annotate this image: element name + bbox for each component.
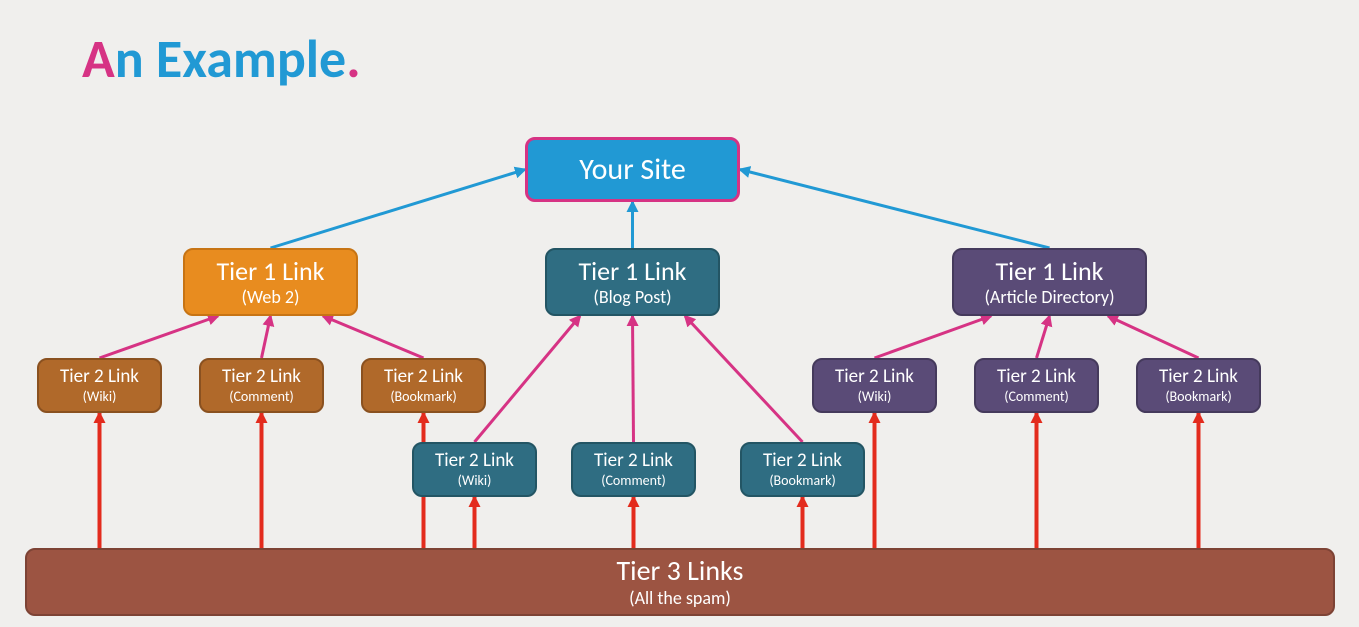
node-title: Tier 2 Link [835, 366, 914, 389]
node-t1a: Tier 1 Link(Web 2) [183, 248, 358, 316]
node-t2b3: Tier 2 Link(Bookmark) [740, 442, 865, 497]
node-title: Tier 1 Link [579, 256, 687, 287]
node-subtitle: (Bookmark) [1165, 389, 1231, 406]
node-title: Tier 2 Link [435, 450, 514, 473]
title-part: n Example [115, 26, 347, 92]
node-title: Tier 2 Link [763, 450, 842, 473]
node-t1c: Tier 1 Link(Article Directory) [952, 248, 1147, 316]
node-t1b: Tier 1 Link(Blog Post) [545, 248, 720, 316]
arrow [685, 316, 803, 442]
node-subtitle: (Bookmark) [769, 473, 835, 490]
title-part: A [82, 26, 115, 92]
node-title: Tier 2 Link [222, 366, 301, 389]
node-t2b1: Tier 2 Link(Wiki) [412, 442, 537, 497]
title-part: . [346, 26, 360, 92]
node-subtitle: (Web 2) [242, 287, 300, 309]
node-title: Tier 2 Link [384, 366, 463, 389]
node-t2a3: Tier 2 Link(Bookmark) [361, 358, 486, 413]
node-title: Tier 2 Link [60, 366, 139, 389]
node-subtitle: (Article Directory) [984, 287, 1114, 309]
node-subtitle: (Comment) [1004, 389, 1069, 406]
arrow [875, 316, 992, 358]
node-title: Tier 2 Link [1159, 366, 1238, 389]
arrow [323, 316, 424, 358]
node-title: Tier 2 Link [594, 450, 673, 473]
node-subtitle: (Comment) [601, 473, 666, 490]
node-t2a1: Tier 2 Link(Wiki) [37, 358, 162, 413]
arrow [1037, 316, 1050, 358]
arrow [475, 316, 581, 442]
node-subtitle: (Bookmark) [390, 389, 456, 406]
node-title: Tier 3 Links [617, 554, 744, 588]
node-t2c3: Tier 2 Link(Bookmark) [1136, 358, 1261, 413]
node-subtitle: (Wiki) [83, 389, 117, 406]
node-subtitle: (Wiki) [858, 389, 892, 406]
node-title: Your Site [579, 152, 686, 188]
node-subtitle: (Blog Post) [593, 287, 671, 309]
node-t2b2: Tier 2 Link(Comment) [571, 442, 696, 497]
node-subtitle: (Comment) [229, 389, 294, 406]
node-title: Tier 1 Link [996, 256, 1104, 287]
arrow [740, 170, 1050, 249]
node-t2c2: Tier 2 Link(Comment) [974, 358, 1099, 413]
node-t3: Tier 3 Links(All the spam) [25, 548, 1335, 616]
arrow [271, 170, 526, 249]
node-title: Tier 2 Link [997, 366, 1076, 389]
arrow [100, 316, 219, 358]
node-t2c1: Tier 2 Link(Wiki) [812, 358, 937, 413]
node-subtitle: (Wiki) [458, 473, 492, 490]
slide-title: An Example. [82, 26, 361, 92]
arrow [1108, 316, 1199, 358]
node-t2a2: Tier 2 Link(Comment) [199, 358, 324, 413]
arrow [633, 316, 634, 442]
node-subtitle: (All the spam) [629, 588, 731, 610]
node-root: Your Site [525, 137, 740, 202]
arrow [262, 316, 271, 358]
node-title: Tier 1 Link [217, 256, 325, 287]
